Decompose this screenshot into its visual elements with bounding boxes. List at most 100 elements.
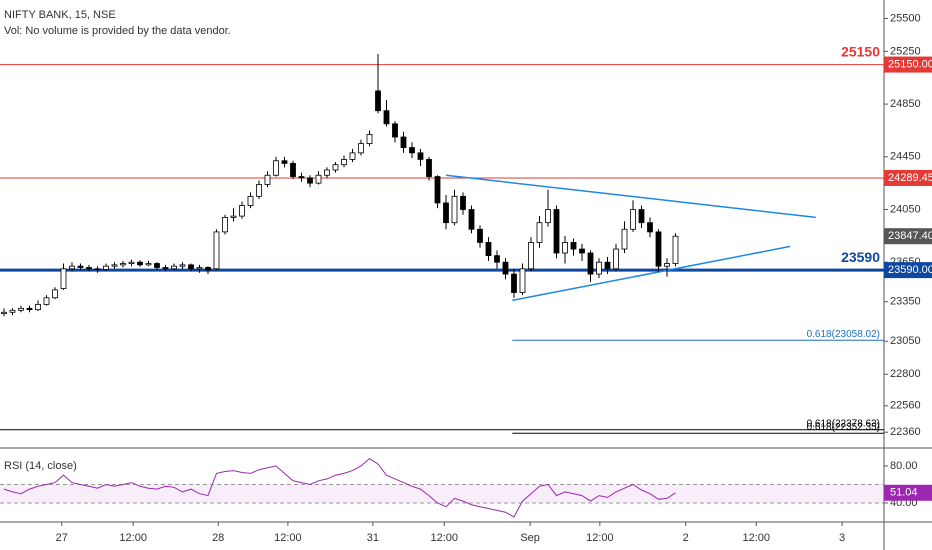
candle-body bbox=[154, 263, 160, 268]
candle-body bbox=[179, 264, 186, 267]
candle-body bbox=[366, 133, 373, 145]
candle-body bbox=[86, 267, 92, 270]
candle-body bbox=[60, 268, 67, 289]
candle-body bbox=[196, 267, 203, 270]
y-tick-label: 22360 bbox=[890, 426, 921, 438]
x-tick-label: 28 bbox=[212, 532, 224, 544]
candle-body bbox=[460, 195, 466, 210]
candle-body bbox=[52, 289, 58, 299]
candle-body bbox=[519, 268, 526, 293]
candle-body bbox=[494, 255, 500, 263]
candle-body bbox=[604, 261, 611, 270]
candle-body bbox=[205, 267, 211, 271]
candle-body bbox=[443, 202, 449, 224]
candle-body bbox=[511, 273, 517, 293]
x-tick-label: 12:00 bbox=[431, 532, 459, 544]
candle-body bbox=[77, 265, 84, 268]
candle-body bbox=[392, 123, 398, 138]
y-tick-label: 25500 bbox=[890, 12, 921, 24]
x-tick-label: 27 bbox=[56, 532, 68, 544]
candle-body bbox=[94, 268, 101, 271]
y-tick-label: 23050 bbox=[890, 335, 921, 347]
candle-body bbox=[145, 263, 152, 266]
candle-body bbox=[468, 209, 475, 230]
x-tick-label: Sep bbox=[520, 532, 540, 544]
level-label-box bbox=[884, 56, 932, 73]
candle-body bbox=[43, 297, 50, 305]
candle-body bbox=[545, 209, 551, 224]
x-tick-label: 12:00 bbox=[586, 532, 614, 544]
candle-body bbox=[137, 261, 143, 266]
candle-body bbox=[409, 147, 415, 154]
candle-body bbox=[426, 159, 432, 177]
candle-body bbox=[281, 160, 288, 164]
candle-body bbox=[562, 242, 568, 254]
candle-body bbox=[256, 184, 262, 197]
candle-body bbox=[630, 209, 636, 230]
candle-body bbox=[621, 228, 628, 250]
y-tick-label: 24850 bbox=[890, 98, 921, 110]
candle-body bbox=[655, 231, 662, 267]
candle-body bbox=[587, 252, 594, 275]
candle-body bbox=[1, 311, 7, 314]
candle-body bbox=[638, 209, 645, 224]
candle-body bbox=[264, 174, 271, 185]
candle-body bbox=[35, 303, 41, 311]
y-tick-label: 22560 bbox=[890, 400, 921, 412]
candle-body bbox=[341, 159, 347, 166]
fib-label: 0.618(22352.35) bbox=[807, 422, 880, 433]
fib-label: 0.618(23058.02) bbox=[807, 329, 880, 340]
y-tick-label: 24050 bbox=[890, 203, 921, 215]
rsi-band bbox=[0, 484, 884, 503]
candle-body bbox=[324, 169, 330, 176]
y-tick-label: 22800 bbox=[890, 368, 921, 380]
candle-body bbox=[222, 217, 228, 233]
candle-body bbox=[171, 265, 177, 270]
level-tag: 25150 bbox=[841, 43, 880, 59]
x-tick-label: 2 bbox=[683, 532, 689, 544]
candle-body bbox=[111, 264, 118, 267]
candle-body bbox=[536, 222, 543, 243]
candle-body bbox=[290, 162, 296, 177]
y-tick-label: 23350 bbox=[890, 296, 921, 308]
candle-body bbox=[315, 174, 322, 184]
level-label: 23590.00 bbox=[888, 264, 932, 276]
trendline bbox=[445, 174, 816, 219]
chart-title: NIFTY BANK, 15, NSE bbox=[4, 9, 116, 21]
candle-body bbox=[103, 265, 109, 270]
candle-body bbox=[239, 205, 245, 217]
candle-body bbox=[553, 209, 560, 254]
candle-body bbox=[26, 307, 33, 311]
rsi-title: RSI (14, close) bbox=[4, 460, 77, 472]
candle-body bbox=[528, 242, 534, 270]
fib-label: 0.618(22378.63) bbox=[807, 418, 880, 429]
candle-body bbox=[230, 215, 237, 218]
rsi-last-box bbox=[884, 484, 932, 501]
y-tick-label: 24450 bbox=[890, 151, 921, 163]
last-price-label: 23847.40 bbox=[888, 230, 932, 242]
level-label: 25150.00 bbox=[888, 58, 932, 70]
candle-body bbox=[9, 309, 16, 313]
candle-body bbox=[400, 136, 407, 148]
candle-body bbox=[570, 242, 577, 250]
candle-body bbox=[451, 195, 458, 224]
candle-body bbox=[383, 110, 390, 125]
rsi-line bbox=[3, 457, 676, 518]
level-label: 24289.45 bbox=[888, 172, 932, 184]
last-price-box bbox=[884, 228, 932, 245]
candle-body bbox=[596, 261, 602, 275]
candle-body bbox=[18, 307, 24, 311]
candle-body bbox=[434, 176, 441, 204]
x-tick-label: 12:00 bbox=[119, 532, 147, 544]
candle-body bbox=[485, 242, 492, 257]
candle-body bbox=[332, 164, 339, 171]
candle-body bbox=[647, 222, 653, 233]
candle-body bbox=[273, 160, 279, 176]
candle-body bbox=[69, 265, 75, 270]
candle-body bbox=[417, 152, 424, 160]
x-tick-label: 3 bbox=[839, 532, 845, 544]
x-tick-label: 12:00 bbox=[274, 532, 302, 544]
chart-subtitle: Vol: No volume is provided by the data v… bbox=[4, 25, 231, 37]
